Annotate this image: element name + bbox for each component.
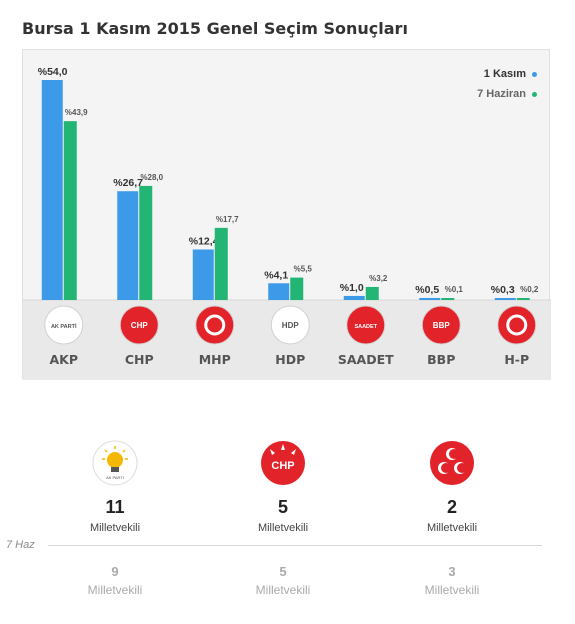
bar-hdp-kasim	[268, 283, 290, 300]
data-label: %12,4	[189, 235, 219, 247]
page-title: Bursa 1 Kasım 2015 Genel Seçim Sonuçları	[22, 19, 408, 38]
bar-saadet-kasim	[343, 295, 365, 300]
category-label: SAADET	[338, 352, 394, 367]
comparison-label: 7 Haz	[6, 539, 35, 551]
hdp-tree-logo-icon	[270, 305, 310, 345]
bar-akp-haziran	[63, 121, 77, 300]
bar-h-p-haziran	[516, 298, 530, 300]
category-label: AKP	[49, 352, 78, 367]
divider	[48, 545, 542, 546]
bar-saadet-haziran	[365, 286, 379, 300]
svg-text:CHP: CHP	[271, 460, 294, 472]
bar-mhp-kasim	[192, 249, 214, 300]
bar-hdp-haziran	[290, 277, 304, 300]
previous-seat-label: Milletvekili	[87, 583, 143, 597]
data-label: %43,9	[65, 108, 88, 117]
mhp-crescents-logo-icon	[195, 305, 235, 345]
seat-label: Milletvekili	[426, 522, 478, 534]
previous-seats-mhp: 3 Milletvekili	[392, 564, 512, 597]
bar-chp-haziran	[139, 185, 153, 300]
data-label: %0,2	[520, 285, 539, 294]
bbp-logo-icon	[421, 305, 461, 345]
seat-count: 5	[277, 497, 288, 517]
data-label: %54,0	[38, 66, 68, 78]
category-label: BBP	[427, 352, 455, 367]
data-label: %1,0	[340, 282, 364, 294]
bar-mhp-haziran	[214, 227, 228, 300]
hp-logo-icon	[497, 305, 537, 345]
category-label: HDP	[275, 352, 305, 367]
logo-emblem	[506, 314, 528, 336]
logo-text: HDP	[282, 321, 300, 330]
saadet-logo-icon	[346, 305, 386, 345]
seat-summary-akp: AK PARTİ 11 Milletvekili	[55, 440, 175, 534]
seat-label: Milletvekili	[257, 522, 309, 534]
data-label: %26,7	[113, 177, 143, 189]
legend-item: 1 Kasım	[477, 64, 537, 84]
data-label: %28,0	[140, 173, 163, 182]
data-label: %0,5	[415, 284, 439, 296]
bar-akp-kasim	[41, 80, 63, 300]
data-label: %17,7	[216, 215, 239, 224]
seat-count: 2	[446, 497, 457, 517]
data-label: %4,1	[264, 269, 288, 281]
akp-bulb-logo-icon: AK PARTİ	[92, 440, 138, 486]
category-label: CHP	[125, 352, 154, 367]
bar-h-p-kasim	[494, 298, 516, 300]
previous-seats-akp: 9 Milletvekili	[55, 564, 175, 597]
svg-text:AK PARTİ: AK PARTİ	[106, 475, 124, 480]
previous-seats-chp: 5 Milletvekili	[223, 564, 343, 597]
logo-text: BBP	[433, 321, 451, 330]
data-label: %3,2	[369, 274, 388, 283]
previous-seat-count: 9	[111, 564, 119, 579]
logo-text: AK PARTİ	[51, 323, 77, 330]
seat-count: 11	[105, 497, 125, 517]
mhp-crescents-logo-icon	[430, 441, 474, 485]
seat-summary-chp: CHP 5 Milletvekili	[223, 440, 343, 534]
chart-legend: 1 Kasım 7 Haziran	[477, 64, 537, 104]
data-label: %5,5	[294, 265, 313, 274]
seat-label: Milletvekili	[89, 522, 141, 534]
data-label: %0,1	[445, 285, 464, 294]
category-label: H-P	[504, 352, 529, 367]
chart-panel: %54,0 %43,9 AK PARTİ AKP %26,7 %28,0 CHP CHP %12…	[22, 49, 551, 380]
akp-bulb-logo-icon	[44, 305, 84, 345]
legend-label: 1 Kasım	[483, 68, 526, 80]
logo-text: CHP	[131, 321, 149, 330]
previous-seat-count: 3	[448, 564, 456, 579]
category-label: MHP	[199, 352, 231, 367]
legend-label: 7 Haziran	[477, 88, 526, 100]
logo-text: SAADET	[354, 324, 377, 330]
data-label: %0,3	[491, 284, 515, 296]
chp-six-arrows-logo-icon	[119, 305, 159, 345]
legend-dot-icon	[532, 71, 537, 77]
previous-seat-label: Milletvekili	[255, 583, 311, 597]
seat-summary-mhp: 2 Milletvekili	[392, 440, 512, 534]
previous-seat-label: Milletvekili	[424, 583, 480, 597]
logo-emblem	[204, 314, 226, 336]
bar-bbp-haziran	[441, 298, 455, 300]
bar-chart: %54,0 %43,9 AK PARTİ AKP %26,7%28,0 CHP CHP %12…	[23, 66, 551, 380]
legend-item: 7 Haziran	[477, 84, 537, 104]
chp-six-arrows-logo-icon: CHP	[261, 441, 305, 485]
previous-seat-count: 5	[279, 564, 287, 579]
bar-bbp-kasim	[419, 297, 441, 300]
bar-chp-kasim	[117, 191, 139, 300]
legend-dot-icon	[532, 91, 537, 97]
